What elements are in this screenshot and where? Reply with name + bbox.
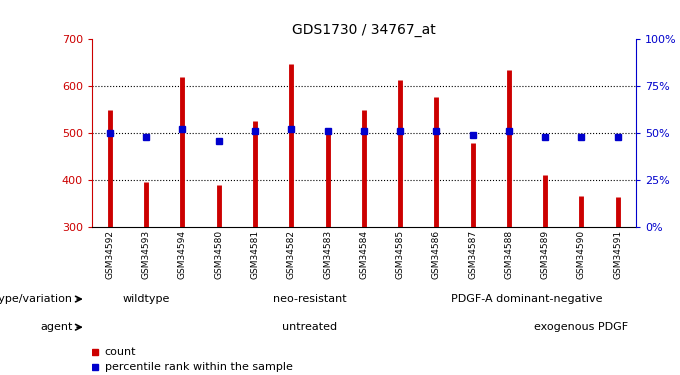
Text: GSM34586: GSM34586 bbox=[432, 230, 441, 279]
Text: count: count bbox=[105, 346, 137, 357]
Text: PDGF-A dominant-negative: PDGF-A dominant-negative bbox=[452, 294, 602, 304]
Text: GSM34580: GSM34580 bbox=[214, 230, 223, 279]
Text: GSM34592: GSM34592 bbox=[105, 230, 114, 279]
Text: untreated: untreated bbox=[282, 322, 337, 332]
Text: GSM34588: GSM34588 bbox=[505, 230, 513, 279]
Text: GSM34594: GSM34594 bbox=[178, 230, 187, 279]
Text: GSM34585: GSM34585 bbox=[396, 230, 405, 279]
Title: GDS1730 / 34767_at: GDS1730 / 34767_at bbox=[292, 23, 436, 37]
Text: GSM34583: GSM34583 bbox=[323, 230, 332, 279]
Text: neo-resistant: neo-resistant bbox=[273, 294, 346, 304]
Text: GSM34589: GSM34589 bbox=[541, 230, 549, 279]
Text: percentile rank within the sample: percentile rank within the sample bbox=[105, 362, 292, 372]
Text: GSM34584: GSM34584 bbox=[359, 230, 369, 279]
Text: GSM34587: GSM34587 bbox=[468, 230, 477, 279]
Text: GSM34582: GSM34582 bbox=[287, 230, 296, 279]
Text: agent: agent bbox=[40, 322, 73, 332]
Text: GSM34581: GSM34581 bbox=[250, 230, 260, 279]
Text: wildtype: wildtype bbox=[122, 294, 170, 304]
Text: GSM34591: GSM34591 bbox=[613, 230, 622, 279]
Text: exogenous PDGF: exogenous PDGF bbox=[534, 322, 628, 332]
Text: genotype/variation: genotype/variation bbox=[0, 294, 73, 304]
Text: GSM34593: GSM34593 bbox=[141, 230, 151, 279]
Text: GSM34590: GSM34590 bbox=[577, 230, 586, 279]
